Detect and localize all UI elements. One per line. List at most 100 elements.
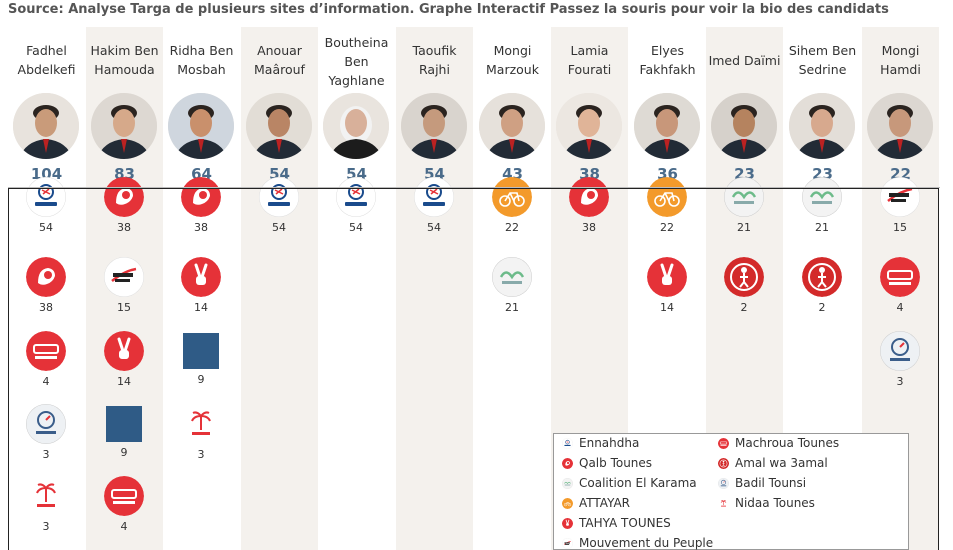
party-seat-count: 54 (349, 221, 363, 234)
candidate-photo[interactable] (13, 93, 79, 159)
candidate-photo[interactable] (634, 93, 700, 159)
party-support-nidaa[interactable]: 3 (181, 404, 221, 461)
candidate-header[interactable]: Lamia Fourati 38 (551, 27, 628, 187)
machroua-logo-icon (880, 257, 920, 297)
candidate-photo[interactable] (789, 93, 855, 159)
party-support-ennahdha[interactable]: 54 (26, 177, 66, 234)
candidate-column-elyes-fakhfakh[interactable]: Elyes Fakhfakh 36 22 14 (629, 27, 706, 550)
party-seat-count: 21 (737, 221, 751, 234)
palm-logo-icon (26, 476, 66, 516)
ennahdha-logo-icon (414, 177, 454, 217)
candidate-photo[interactable] (91, 93, 157, 159)
party-seat-count: 9 (120, 446, 128, 459)
party-seat-count: 2 (818, 301, 826, 314)
party-support-chaab[interactable]: 15 (104, 257, 144, 314)
candidate-photo[interactable] (168, 93, 234, 159)
party-support-ennahdha[interactable]: 54 (336, 177, 376, 234)
candidate-header[interactable]: Anouar Maârouf 54 (241, 27, 318, 187)
party-seat-count: 38 (39, 301, 53, 314)
party-support-qalb[interactable]: 38 (181, 177, 221, 234)
victory-hand-logo-icon (181, 257, 221, 297)
party-support-qalb[interactable]: 38 (104, 177, 144, 234)
candidate-header[interactable]: Mongi Hamdi 22 (862, 27, 939, 187)
party-seat-count: 9 (197, 373, 205, 386)
candidate-header[interactable]: Imed Daïmi 23 (706, 27, 783, 187)
candidate-header[interactable]: Mongi Marzouk 43 (474, 27, 551, 187)
candidate-header[interactable]: Sihem Ben Sedrine 23 (784, 27, 861, 187)
legend-item-badil[interactable]: Badil Tounsi (718, 476, 806, 490)
candidate-name: Mongi Marzouk (486, 43, 539, 77)
party-seat-count: 14 (194, 301, 208, 314)
candidate-name: Elyes Fakhfakh (639, 43, 696, 77)
candidate-column-fadhel-abdelkefi[interactable]: Fadhel Abdelkefi 104 54 38 4 3 3 (8, 27, 85, 550)
party-support-tahya[interactable]: 14 (647, 257, 687, 314)
candidate-header[interactable]: Fadhel Abdelkefi 104 (8, 27, 85, 187)
legend-item-tahya[interactable]: TAHYA TOUNES (562, 516, 671, 530)
party-seat-count: 54 (272, 221, 286, 234)
party-support-attayar[interactable]: 22 (492, 177, 532, 234)
candidate-name: Imed Daïmi (708, 53, 781, 68)
candidate-photo[interactable] (867, 93, 933, 159)
party-support-machroua[interactable]: 4 (26, 331, 66, 388)
legend-item-nidaa[interactable]: Nidaa Tounes (718, 496, 815, 510)
legend-item-ennahdha[interactable]: Ennahdha (562, 436, 639, 450)
party-support-karama[interactable]: 21 (492, 257, 532, 314)
candidate-header[interactable]: Boutheina Ben Yaghlane 54 (318, 27, 395, 187)
candidate-header[interactable]: Taoufik Rajhi 54 (396, 27, 473, 187)
party-support-nidaa[interactable]: 3 (26, 476, 66, 533)
lion-logo-icon (569, 177, 609, 217)
party-support-ennahdha[interactable]: 54 (259, 177, 299, 234)
party-support-karama[interactable]: 21 (802, 177, 842, 234)
candidate-photo[interactable] (711, 93, 777, 159)
victory-hand-logo-icon (562, 517, 573, 529)
candidate-header[interactable]: Hakim Ben Hamouda 83 (86, 27, 163, 187)
candidate-photo[interactable] (556, 93, 622, 159)
party-support-other[interactable]: 9 (104, 404, 144, 459)
party-support-badil[interactable]: 3 (26, 404, 66, 461)
candidate-column-mongi-marzouk[interactable]: Mongi Marzouk 43 22 21 (474, 27, 551, 550)
legend-item-karama[interactable]: Coalition El Karama (562, 476, 697, 490)
party-support-tahya[interactable]: 14 (181, 257, 221, 314)
party-seat-count: 38 (582, 221, 596, 234)
party-support-other[interactable]: 9 (181, 331, 221, 386)
candidate-column-hakim-ben-hamouda[interactable]: Hakim Ben Hamouda 83 38 15 14 9 4 (86, 27, 163, 550)
party-support-amal[interactable]: 2 (802, 257, 842, 314)
candidate-column-boutheina-ben-yaghlane[interactable]: Boutheina Ben Yaghlane 54 54 (318, 27, 395, 550)
palm-logo-icon (181, 404, 221, 444)
party-support-attayar[interactable]: 22 (647, 177, 687, 234)
candidate-photo[interactable] (246, 93, 312, 159)
legend-item-amal[interactable]: Amal wa 3amal (718, 456, 828, 470)
party-support-chaab[interactable]: 15 (880, 177, 920, 234)
party-support-qalb[interactable]: 38 (569, 177, 609, 234)
legend-label: TAHYA TOUNES (579, 516, 671, 530)
party-support-badil[interactable]: 3 (880, 331, 920, 388)
legend-item-attayar[interactable]: ATTAYAR (562, 496, 630, 510)
candidate-column-taoufik-rajhi[interactable]: Taoufik Rajhi 54 54 (396, 27, 473, 550)
victory-hand-logo-icon (104, 331, 144, 371)
party-support-amal[interactable]: 2 (724, 257, 764, 314)
candidate-photo[interactable] (323, 93, 389, 159)
legend-item-machroua[interactable]: Machroua Tounes (718, 436, 839, 450)
candidate-column-ridha-ben-mosbah[interactable]: Ridha Ben Mosbah 64 38 14 9 3 (163, 27, 240, 550)
legend-item-chaab[interactable]: Mouvement du Peuple (562, 536, 713, 550)
party-support-karama[interactable]: 21 (724, 177, 764, 234)
candidate-header[interactable]: Ridha Ben Mosbah 64 (163, 27, 240, 187)
party-seat-count: 2 (740, 301, 748, 314)
party-support-machroua[interactable]: 4 (104, 476, 144, 533)
legend-item-qalb[interactable]: Qalb Tounes (562, 456, 652, 470)
party-support-qalb[interactable]: 38 (26, 257, 66, 314)
amal-logo-icon (724, 257, 764, 297)
party-seat-count: 4 (42, 375, 50, 388)
source-caption: Source: Analyse Targa de plusieurs sites… (8, 2, 889, 17)
candidate-column-sihem-ben-sedrine[interactable]: Sihem Ben Sedrine 23 21 2 (784, 27, 861, 550)
candidate-photo[interactable] (479, 93, 545, 159)
candidate-photo[interactable] (401, 93, 467, 159)
party-seat-count: 14 (117, 375, 131, 388)
party-support-ennahdha[interactable]: 54 (414, 177, 454, 234)
bicycle-logo-icon (562, 497, 573, 509)
party-seat-count: 54 (39, 221, 53, 234)
candidate-header[interactable]: Elyes Fakhfakh 36 (629, 27, 706, 187)
candidate-column-anouar-maarouf[interactable]: Anouar Maârouf 54 54 (241, 27, 318, 550)
party-support-machroua[interactable]: 4 (880, 257, 920, 314)
party-support-tahya[interactable]: 14 (104, 331, 144, 388)
